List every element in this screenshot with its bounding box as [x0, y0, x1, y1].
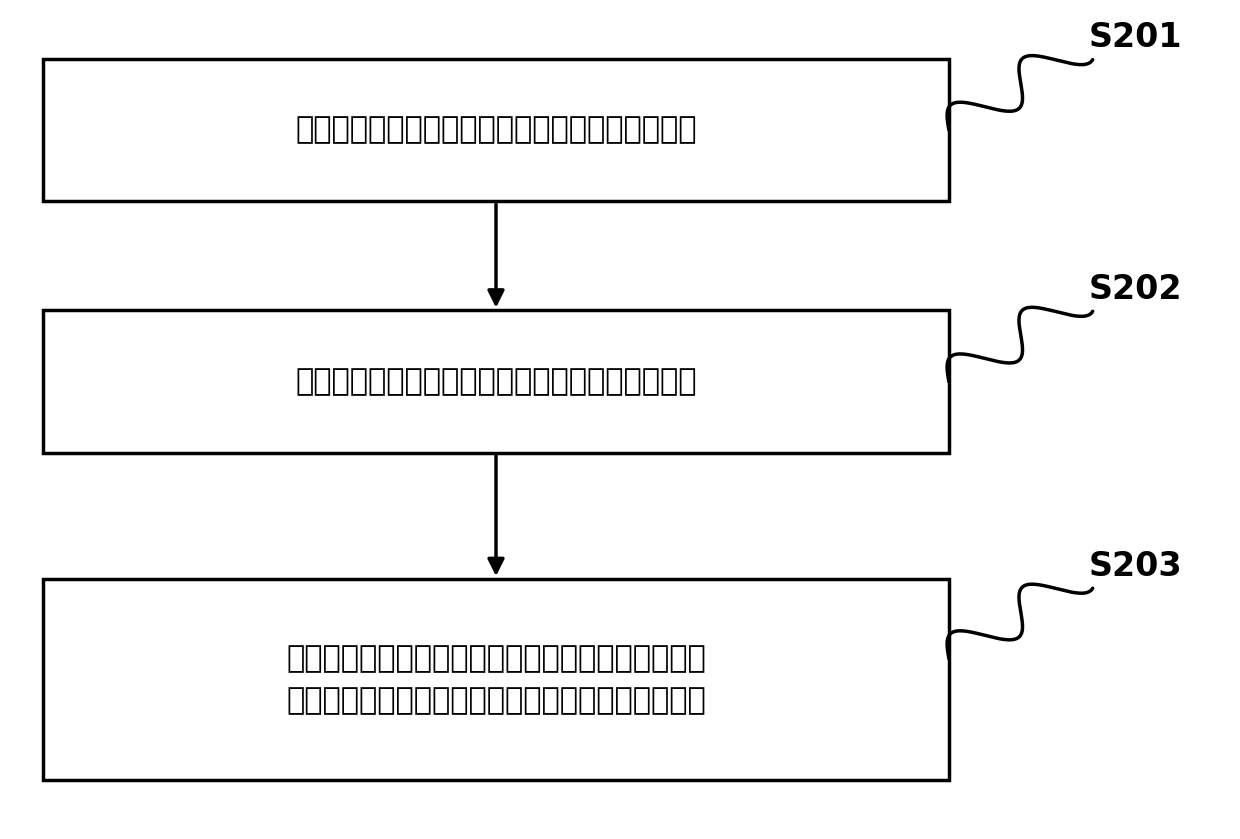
Text: 基于第一输入气压、第一耗气容积值、第二输入气压
和第二耗气容积值，确定计算模型中的系数和修正量: 基于第一输入气压、第一耗气容积值、第二输入气压 和第二耗气容积值，确定计算模型中…: [286, 644, 706, 716]
Bar: [43, 59, 949, 201]
Text: S202: S202: [1089, 273, 1183, 306]
Text: S201: S201: [1089, 21, 1183, 55]
Text: 获得制动气室在第一输入气压下的第一耗气容积值: 获得制动气室在第一输入气压下的第一耗气容积值: [295, 116, 697, 144]
Bar: [43, 310, 949, 453]
Text: S203: S203: [1089, 550, 1183, 583]
Bar: [43, 579, 949, 780]
Text: 获得制动气室在第二输入气压下的第二耗气容积值: 获得制动气室在第二输入气压下的第二耗气容积值: [295, 367, 697, 396]
